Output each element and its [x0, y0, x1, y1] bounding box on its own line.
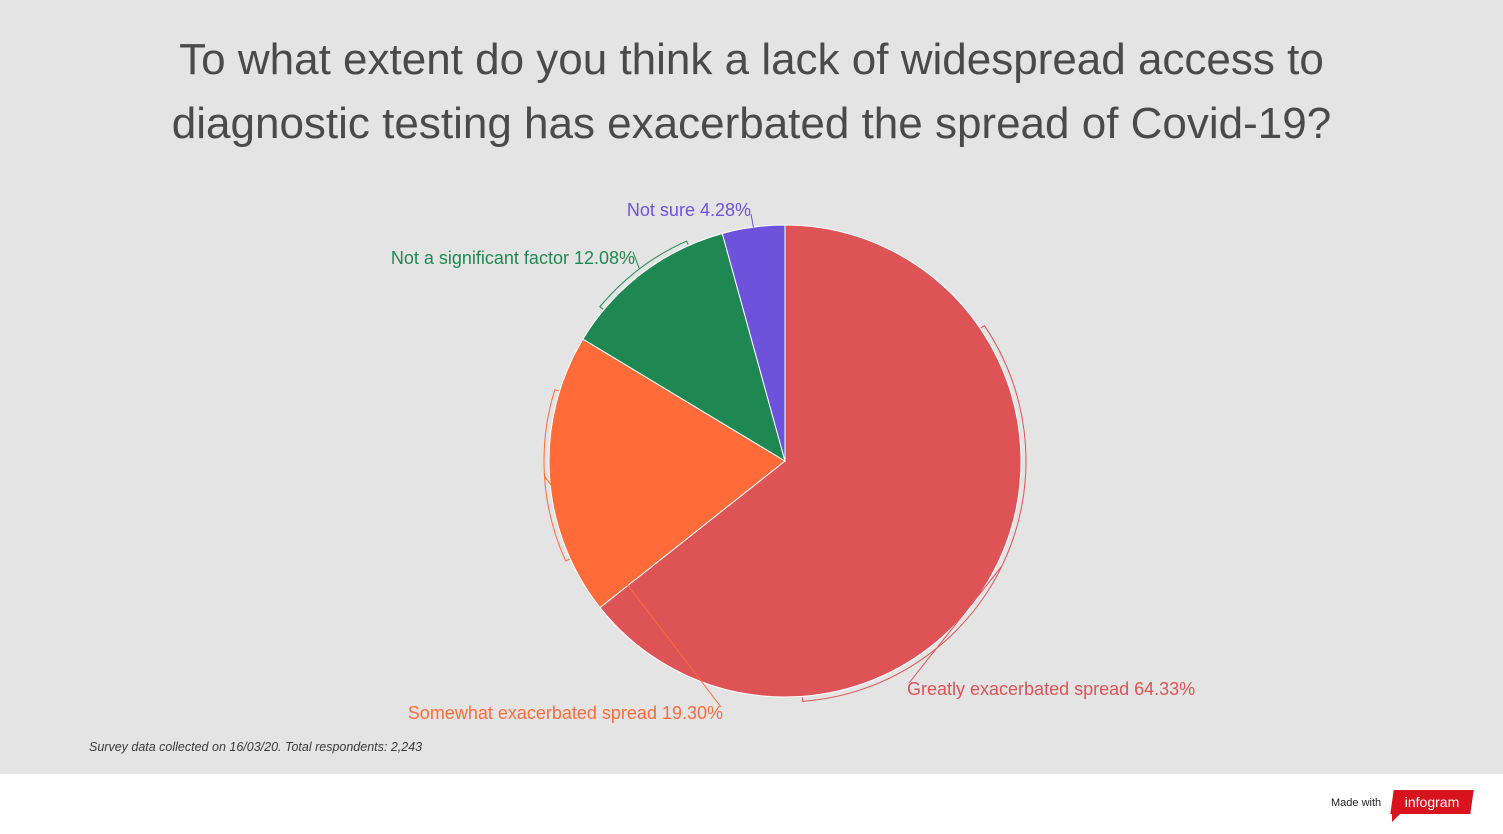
infogram-logo-tail	[1392, 812, 1402, 822]
chart-title-line-1: To what extent do you think a lack of wi…	[179, 35, 1324, 84]
slice-greatly-exacerbated[interactable]	[599, 224, 1022, 698]
chart-panel: To what extent do you think a lack of wi…	[0, 0, 1503, 774]
footnote: Survey data collected on 16/03/20. Total…	[89, 740, 423, 754]
slice-not-sure-callout	[750, 213, 754, 228]
slice-not-sure[interactable]	[721, 224, 786, 462]
chart-title: To what extent do you think a lack of wi…	[0, 28, 1503, 156]
slice-somewhat-exacerbated-label: Somewhat exacerbated spread 19.30%	[408, 703, 723, 723]
slice-somewhat-exacerbated-callout	[543, 389, 722, 708]
pie-chart: Greatly exacerbated spread 64.33% Somewha…	[391, 200, 1195, 723]
made-with-text: Made with	[1331, 797, 1382, 809]
infogram-logo[interactable]: infogram	[1390, 790, 1474, 822]
slice-not-significant-callout	[599, 240, 689, 310]
slice-greatly-exacerbated-callout	[801, 324, 1027, 702]
slice-not-significant-label: Not a significant factor 12.08%	[391, 248, 635, 268]
slice-greatly-exacerbated-label: Greatly exacerbated spread 64.33%	[907, 679, 1195, 699]
slice-not-sure-label: Not sure 4.28%	[627, 200, 751, 220]
slice-somewhat-exacerbated[interactable]	[548, 338, 786, 609]
infogram-logo-text: infogram	[1404, 794, 1460, 810]
chart-title-line-2: diagnostic testing has exacerbated the s…	[171, 99, 1332, 148]
slice-not-significant[interactable]	[582, 232, 786, 463]
